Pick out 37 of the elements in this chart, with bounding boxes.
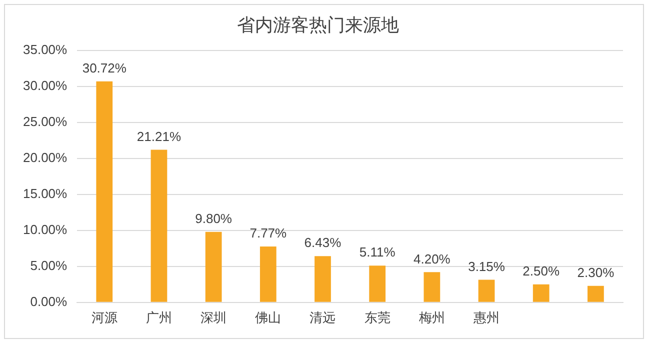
x-tick-label: 东莞 [364, 310, 390, 325]
bar [532, 284, 550, 302]
x-tick-label: 梅州 [418, 310, 445, 325]
bar [314, 256, 331, 302]
data-label: 21.21% [136, 128, 182, 144]
bar [588, 286, 604, 302]
y-tick-label: 25.00% [22, 114, 68, 130]
bar [150, 150, 168, 302]
data-label: 7.77% [250, 226, 288, 241]
data-label: 6.43% [304, 235, 342, 250]
data-label: 2.30% [577, 264, 615, 280]
x-tick-label: 惠州 [472, 310, 500, 325]
data-label: 3.15% [468, 258, 506, 274]
bar [424, 272, 440, 302]
x-tick-label: 广州 [146, 310, 172, 325]
data-label: 30.72% [82, 60, 127, 76]
x-tick-label: 河源 [91, 310, 118, 325]
bar [260, 246, 276, 302]
x-tick-label: 深圳 [200, 310, 227, 325]
bar [205, 232, 222, 302]
y-tick-label: 5.00% [30, 258, 68, 274]
x-tick-label: 清远 [310, 310, 336, 325]
bar [478, 280, 495, 302]
y-tick-label: 0.00% [30, 294, 68, 309]
data-label: 2.50% [522, 263, 560, 278]
bar [369, 266, 386, 302]
y-tick-label: 15.00% [22, 186, 68, 202]
data-label: 5.11% [359, 244, 396, 260]
y-tick-label: 35.00% [22, 42, 68, 58]
data-label: 9.80% [195, 210, 232, 226]
y-tick-label: 20.00% [22, 150, 68, 166]
y-tick-label: 30.00% [22, 78, 68, 94]
y-tick-label: 10.00% [22, 222, 68, 238]
chart-title: 省内游客热门来源地 [237, 14, 399, 35]
x-tick-label: 佛山 [255, 310, 282, 325]
data-label: 4.20% [413, 251, 451, 266]
bar [96, 81, 113, 302]
